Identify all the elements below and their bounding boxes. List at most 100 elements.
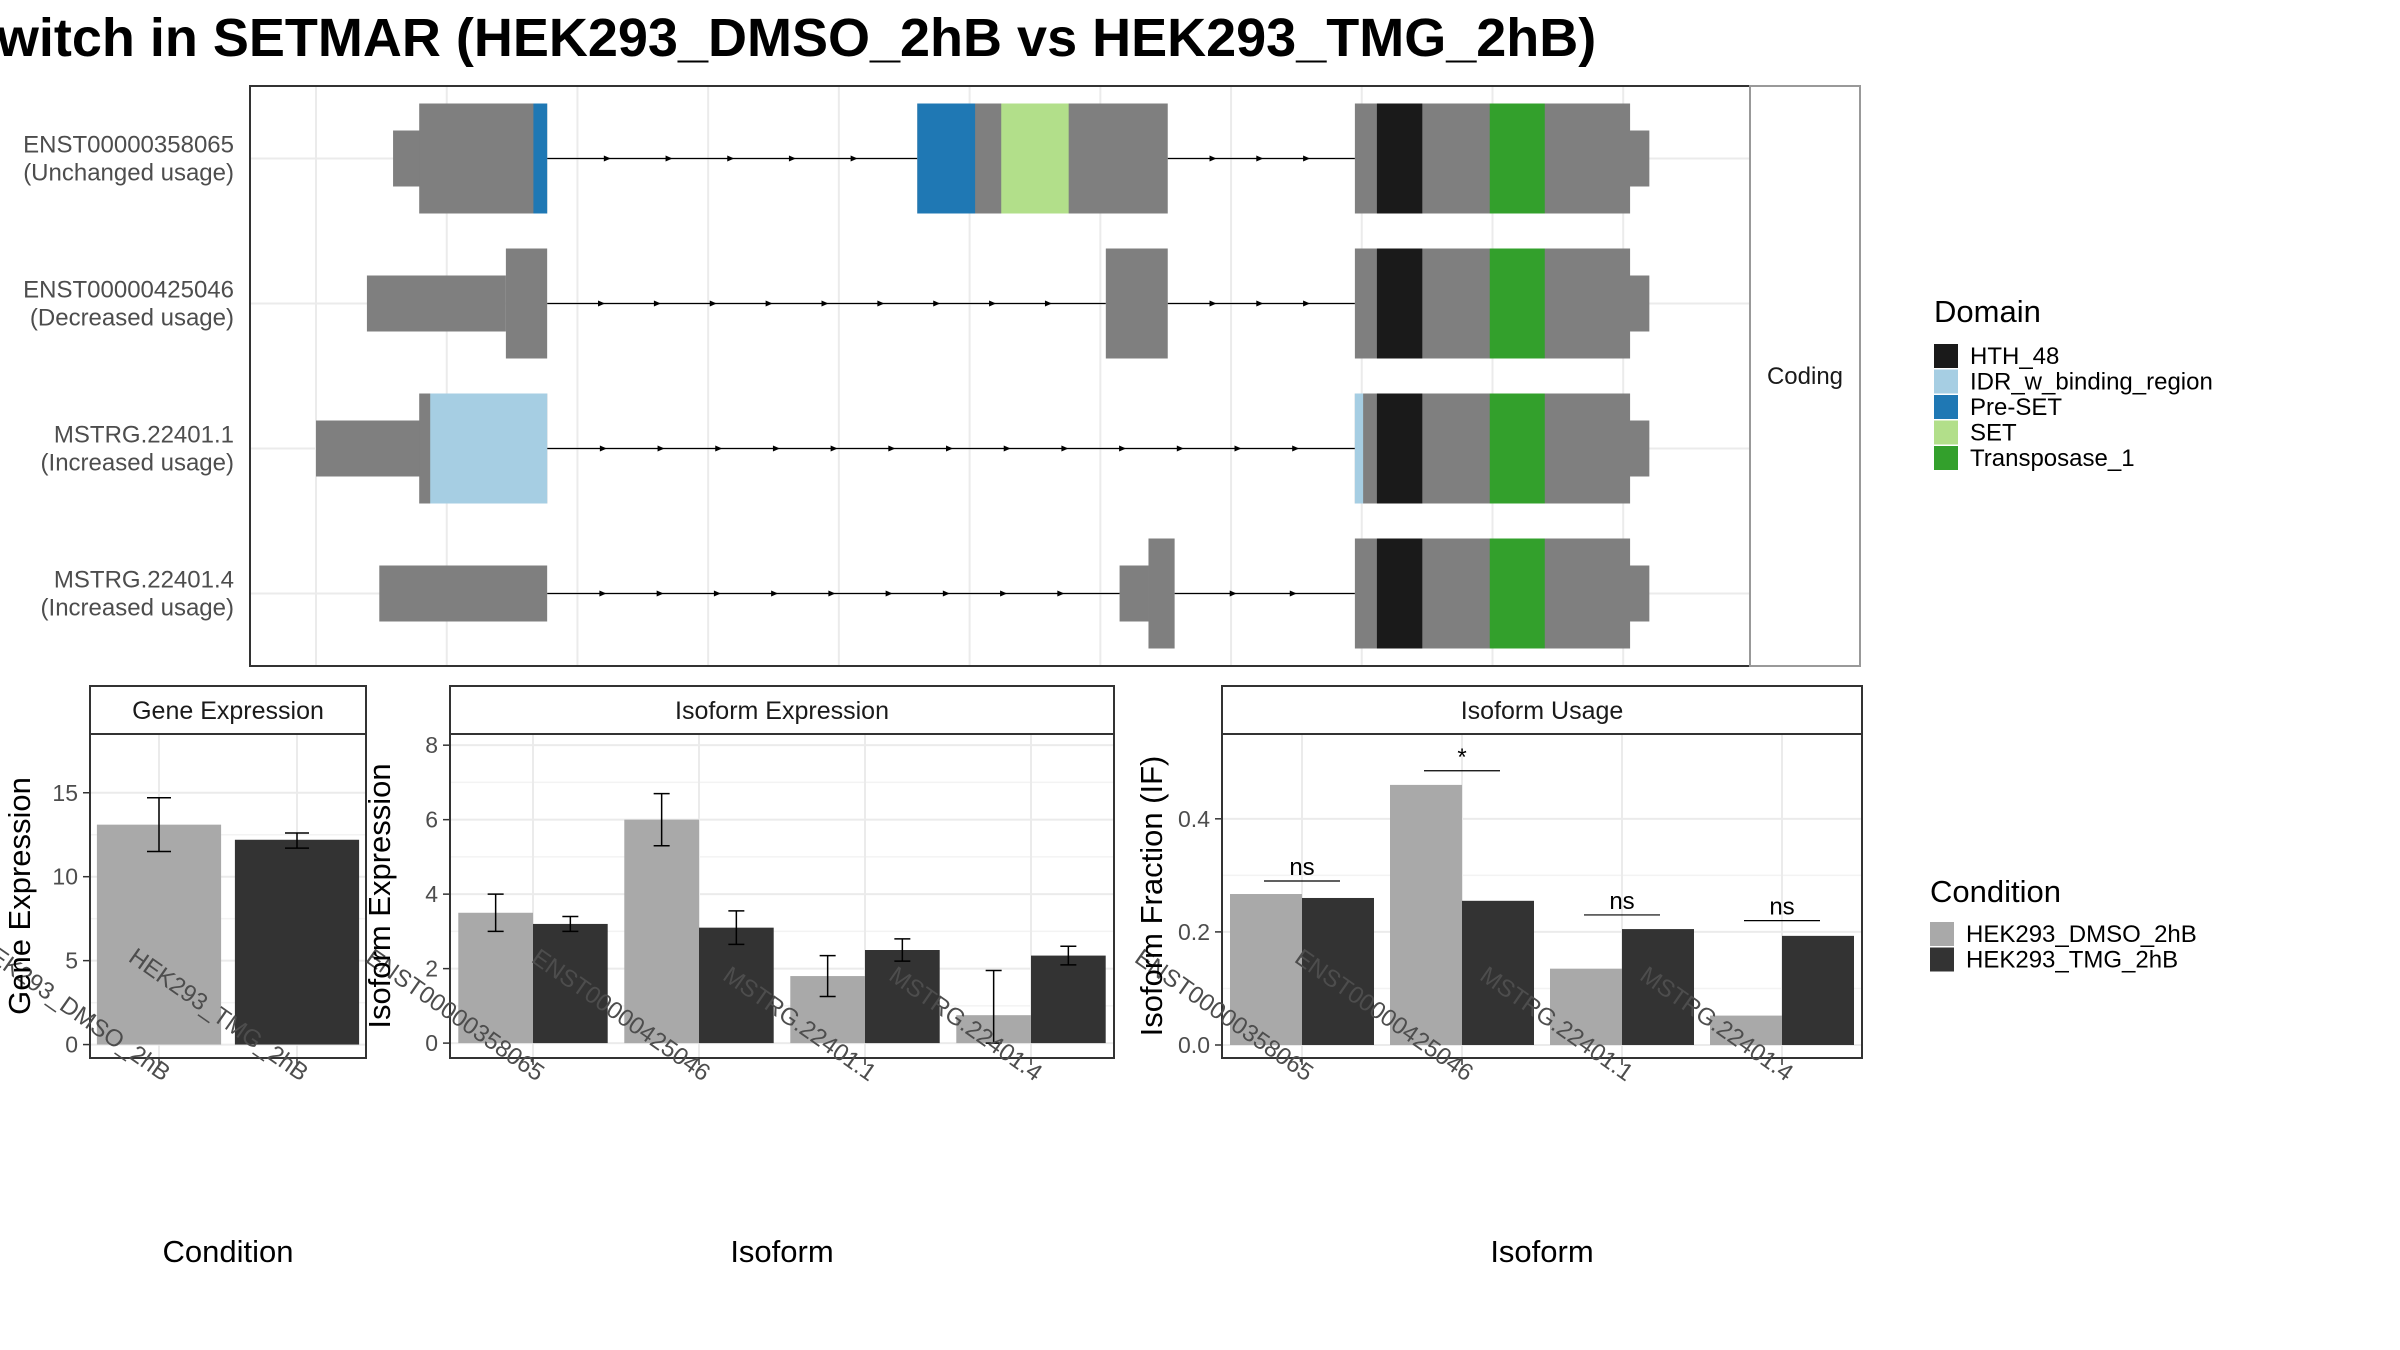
y-tick-label: 4 [425, 881, 438, 907]
bar [699, 927, 774, 1044]
isoform-usage-label: (Unchanged usage) [23, 160, 234, 187]
y-tick-label: 8 [425, 732, 438, 758]
legend-label: SET [1970, 420, 2017, 447]
intron-arrow-icon [828, 590, 836, 597]
legend-label: Pre-SET [1970, 394, 2062, 421]
domain-block [1376, 393, 1423, 504]
domain-block [1489, 248, 1545, 359]
intron-arrow-icon [709, 300, 717, 307]
bar [1390, 784, 1462, 1045]
domain-block [430, 393, 548, 504]
panel-title: Isoform Usage [1461, 697, 1624, 725]
panel-title-strip [1221, 685, 1863, 735]
coding-exon [1148, 538, 1175, 649]
isoform-usage-label: (Increased usage) [41, 595, 234, 622]
intron-arrow-icon [715, 445, 723, 452]
intron-arrow-icon [598, 300, 606, 307]
intron-arrow-icon [1176, 445, 1184, 452]
coding-exon [419, 103, 548, 214]
domain-block [1376, 248, 1423, 359]
y-tick-label: 10 [52, 864, 78, 890]
bar [458, 912, 533, 1044]
y-tick-label: 0.0 [1178, 1032, 1210, 1058]
intron-arrow-icon [1000, 590, 1008, 597]
bar [1230, 894, 1302, 1045]
bar [533, 923, 608, 1044]
isoform-id-label: MSTRG.22401.1 [54, 422, 234, 449]
transcript-structure-panel: ENST00000358065(Unchanged usage) ENST0000… [23, 85, 1861, 667]
coding-exon [1105, 248, 1168, 359]
domain-block [1489, 393, 1545, 504]
utr-exon [1616, 420, 1650, 477]
intron-arrow-icon [1003, 445, 1011, 452]
intron-arrow-icon [657, 445, 665, 452]
intron-arrow-icon [989, 300, 997, 307]
domain-legend: Domain HTH_48IDR_w_binding_regionPre-SETS… [1934, 294, 2213, 472]
intron-arrow-icon [877, 300, 885, 307]
intron-arrow-icon [765, 300, 773, 307]
isoform-usage-label: (Increased usage) [41, 450, 234, 477]
domain-block [1376, 538, 1423, 649]
significance-label: ns [1769, 894, 1794, 921]
panel-title-strip [449, 685, 1115, 735]
utr-exon [366, 275, 506, 332]
legend-label: HTH_48 [1970, 343, 2059, 370]
bar [1031, 955, 1106, 1044]
legend-swatch [1930, 947, 1954, 972]
intron-arrow-icon [946, 445, 954, 452]
domain-block [1489, 103, 1545, 214]
utr-exon [1616, 275, 1650, 332]
bar [865, 950, 940, 1044]
intron-arrow-icon [788, 155, 796, 162]
y-tick-label: 15 [52, 780, 78, 806]
isoform-usage-label: (Decreased usage) [30, 305, 234, 332]
legend-swatch [1934, 395, 1958, 419]
intron-arrow-icon [1229, 590, 1237, 597]
legend-label: HEK293_TMG_2hB [1966, 947, 2178, 974]
utr-exon [379, 565, 548, 622]
intron-arrow-icon [830, 445, 838, 452]
legend-label: Transposase_1 [1970, 445, 2135, 472]
significance-label: ns [1289, 854, 1314, 881]
legend-swatch [1934, 420, 1958, 445]
isoform-id-label: ENST00000425046 [23, 277, 234, 304]
y-tick-label: 2 [425, 956, 438, 982]
intron-arrow-icon [599, 590, 607, 597]
bar [1710, 1015, 1782, 1045]
bar [96, 824, 222, 1045]
intron-arrow-icon [1292, 445, 1300, 452]
intron-arrow-icon [1061, 445, 1069, 452]
intron-arrow-icon [653, 300, 661, 307]
utr-exon [1119, 565, 1149, 622]
y-axis-title: Gene Expression [2, 777, 37, 1015]
isoform-id-label: MSTRG.22401.4 [54, 567, 234, 594]
domain-block [1001, 103, 1069, 214]
domain-block [1489, 538, 1545, 649]
y-axis-title: Isoform Expression [362, 763, 397, 1028]
domain-legend-title: Domain [1934, 294, 2041, 329]
utr-exon [1616, 565, 1650, 622]
intron-arrow-icon [656, 590, 664, 597]
y-tick-label: 6 [425, 807, 438, 833]
intron-arrow-icon [885, 590, 893, 597]
bar [1302, 897, 1374, 1045]
panel-title-strip [89, 685, 367, 735]
legend-swatch [1930, 922, 1954, 946]
utr-exon [1616, 130, 1650, 187]
facet-strip [1749, 85, 1861, 667]
legend-swatch [1934, 344, 1958, 368]
domain-block [1376, 103, 1423, 214]
bar [1550, 968, 1622, 1045]
legend-label: IDR_w_binding_region [1970, 369, 2213, 396]
legend-swatch [1934, 446, 1958, 470]
utr-exon [316, 420, 428, 477]
intron-arrow-icon [1057, 590, 1065, 597]
domain-block [917, 103, 976, 214]
intron-arrow-icon [1256, 300, 1264, 307]
intron-arrow-icon [888, 445, 896, 452]
y-tick-label: 0.2 [1178, 919, 1210, 945]
intron-arrow-icon [942, 590, 950, 597]
y-tick-label: 0 [65, 1032, 78, 1058]
